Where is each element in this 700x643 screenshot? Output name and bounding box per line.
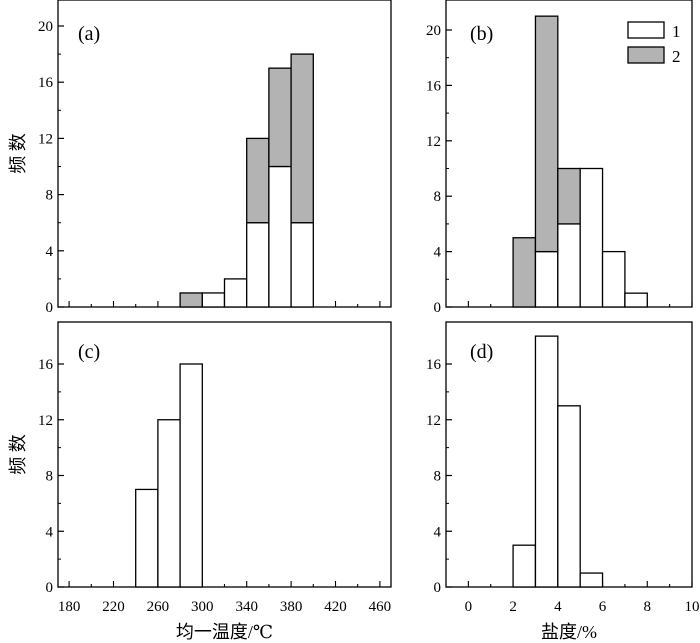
bar-series-count-bin-2	[512, 544, 537, 588]
panel-label: (a)	[78, 23, 100, 45]
panel-label: (d)	[470, 341, 493, 363]
bar-series-1-bin-340	[246, 222, 270, 308]
legend-swatch-2	[627, 46, 665, 64]
x-axis-title: 均一温度/℃	[176, 622, 273, 642]
x-tick-label: 4	[554, 599, 562, 615]
bar-series-1-bin-3	[534, 250, 559, 308]
bar-series-2-bin-360	[268, 67, 292, 168]
bar-series-1-bin-7	[624, 292, 648, 308]
bar-series-2-bin-340	[246, 137, 270, 224]
panel-d: 0 4 8 12 16 0 2 4 6 8 10 (d) 盐度/%	[426, 321, 700, 642]
y-tick-label: 4	[46, 244, 54, 260]
y-tick-label: 16	[38, 357, 54, 373]
x-tick-label: 260	[147, 599, 170, 615]
y-tick-label: 4	[434, 524, 442, 540]
bar-series-2-bin-280	[179, 292, 203, 308]
legend-label-2: 2	[672, 47, 681, 66]
y-tick-label: 0	[434, 580, 442, 596]
bar-series-2-bin-380	[290, 53, 314, 224]
x-tick-label: 180	[58, 599, 81, 615]
bar-series-1-bin-320	[223, 278, 248, 308]
panel-c: 0 4 8 12 16 180 220 260 300 340 380 420 460 (c) 频 数均一温…	[8, 321, 392, 642]
y-tick-label: 8	[46, 188, 54, 204]
bar-series-2-bin-4	[557, 167, 581, 225]
y-axis-title: 频 数	[8, 434, 28, 475]
y-tick-label: 8	[46, 469, 54, 485]
y-tick-label: 20	[426, 23, 441, 39]
x-tick-label: 0	[465, 599, 473, 615]
y-tick-label: 12	[426, 134, 441, 150]
x-tick-label: 380	[280, 599, 303, 615]
y-tick-label: 20	[38, 19, 53, 35]
bar-series-2-bin-2	[512, 237, 537, 308]
panel-label: (c)	[78, 341, 100, 363]
y-tick-label: 0	[46, 580, 54, 596]
y-tick-label: 12	[38, 131, 53, 147]
y-tick-label: 4	[434, 245, 442, 261]
y-tick-label: 12	[426, 413, 441, 429]
panel-a: 0 4 8 12 16 20 (a) 频 数	[8, 0, 392, 316]
y-tick-label: 16	[38, 75, 54, 91]
bar-series-count-bin-3	[534, 335, 559, 588]
y-tick-label: 16	[426, 357, 442, 373]
plot-frame	[57, 0, 392, 308]
x-tick-label: 2	[509, 599, 517, 615]
bar-series-count-bin-4	[557, 405, 581, 588]
y-tick-label: 0	[46, 300, 54, 316]
x-tick-label: 6	[599, 599, 607, 615]
y-tick-label: 16	[426, 78, 442, 94]
bar-series-count-bin-240	[135, 488, 159, 588]
plot-frame	[57, 321, 392, 588]
x-tick-label: 10	[685, 599, 700, 615]
legend-swatch-1	[627, 21, 665, 39]
y-tick-label: 8	[434, 469, 442, 485]
bar-series-1-bin-300	[201, 292, 226, 308]
bar-series-count-bin-260	[157, 419, 181, 588]
legend: 12	[627, 21, 681, 66]
bar-series-1-bin-380	[290, 222, 314, 308]
bar-series-1-bin-6	[601, 250, 626, 308]
bar-series-1-bin-4	[557, 223, 581, 308]
x-axis-title: 盐度/%	[541, 622, 597, 642]
x-tick-label: 8	[644, 599, 652, 615]
bar-series-1-bin-360	[268, 165, 292, 308]
y-tick-label: 4	[46, 524, 54, 540]
y-tick-label: 12	[38, 413, 53, 429]
bar-series-count-bin-5	[579, 572, 604, 588]
y-tick-label: 0	[434, 300, 442, 316]
bar-series-2-bin-3	[534, 15, 559, 253]
x-tick-label: 460	[369, 599, 392, 615]
bar-series-1-bin-5	[579, 167, 604, 308]
bar-series-count-bin-280	[179, 363, 203, 588]
y-axis-title: 频 数	[8, 133, 28, 174]
legend-label-1: 1	[672, 22, 681, 41]
panel-label: (b)	[470, 23, 493, 45]
x-tick-label: 220	[102, 599, 125, 615]
x-tick-label: 420	[324, 599, 347, 615]
x-tick-label: 340	[235, 599, 258, 615]
y-tick-label: 8	[434, 189, 442, 205]
x-tick-label: 300	[191, 599, 214, 615]
